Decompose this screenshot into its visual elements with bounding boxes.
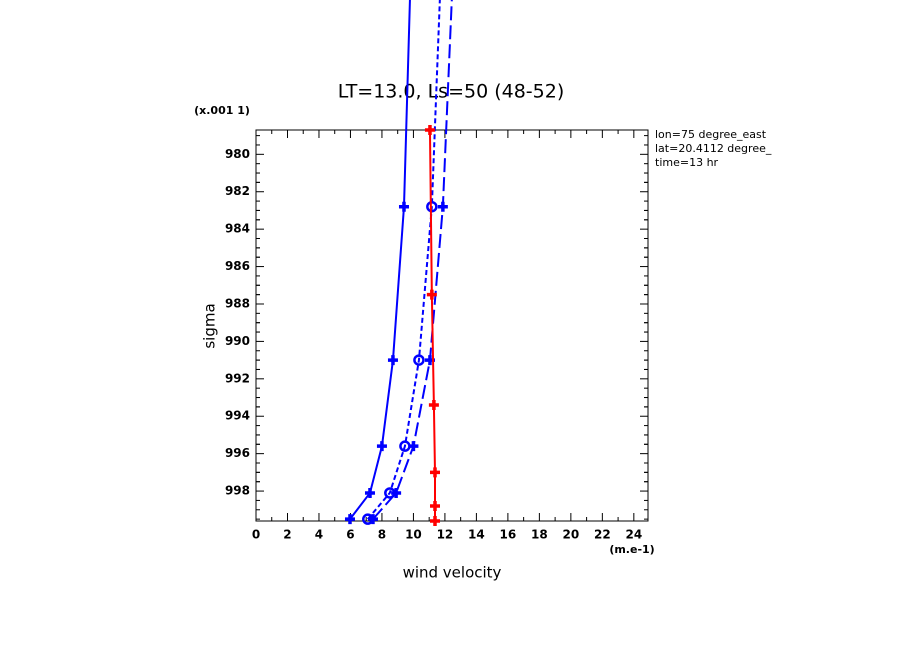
- marker: [376, 441, 387, 452]
- y-tick-label: 988: [225, 296, 250, 310]
- marker: [391, 487, 402, 498]
- x-tick-label: 4: [315, 528, 323, 542]
- y-units: (x.001 1): [194, 104, 250, 117]
- x-tick-label: 16: [500, 528, 517, 542]
- x-tick-label: 20: [563, 528, 580, 542]
- marker: [398, 201, 409, 212]
- x-tick-label: 8: [378, 528, 386, 542]
- x-tick-label: 18: [531, 528, 548, 542]
- marker: [428, 400, 439, 411]
- x-tick-label: 0: [252, 528, 260, 542]
- x-tick-label: 24: [625, 528, 642, 542]
- annotation: lat=20.4112 degree_: [655, 142, 772, 155]
- marker: [364, 487, 375, 498]
- marker: [344, 514, 355, 525]
- marker: [429, 516, 440, 526]
- x-axis-label: wind velocity: [403, 564, 502, 582]
- marker: [408, 441, 419, 452]
- chart-title: LT=13.0, Ls=50 (48-52): [338, 81, 565, 103]
- y-tick-label: 986: [225, 259, 250, 273]
- marker: [367, 514, 378, 525]
- annotation: time=13 hr: [655, 156, 719, 169]
- y-tick-label: 992: [225, 371, 250, 385]
- y-tick-label: 990: [225, 334, 250, 348]
- x-tick-label: 10: [405, 528, 422, 542]
- y-tick-label: 998: [225, 484, 250, 498]
- marker: [424, 125, 435, 135]
- x-tick-label: 14: [468, 528, 485, 542]
- y-tick-label: 996: [225, 446, 250, 460]
- y-tick-label: 980: [225, 147, 250, 161]
- marker: [437, 201, 448, 212]
- y-tick-label: 984: [225, 222, 250, 236]
- x-tick-label: 22: [594, 528, 611, 542]
- marker: [426, 289, 437, 300]
- y-axis-label: sigma: [201, 303, 219, 348]
- series-line: [372, 0, 453, 520]
- series-line: [349, 0, 411, 520]
- x-units: (m.e-1): [609, 543, 654, 556]
- x-tick-label: 2: [283, 528, 291, 542]
- marker: [429, 501, 440, 512]
- marker: [429, 467, 440, 478]
- marker: [387, 355, 398, 366]
- x-tick-label: 12: [437, 528, 454, 542]
- y-tick-label: 994: [225, 409, 250, 423]
- plot-frame: [255, 129, 649, 522]
- marker: [413, 354, 425, 366]
- y-tick-label: 982: [225, 184, 250, 198]
- annotation: lon=75 degree_east: [655, 128, 767, 141]
- x-tick-label: 6: [346, 528, 354, 542]
- series-line: [428, 129, 436, 521]
